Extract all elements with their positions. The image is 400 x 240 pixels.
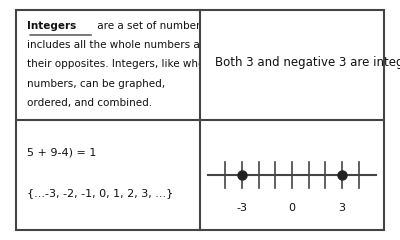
Text: Integers: Integers <box>27 21 76 31</box>
Text: Both 3 and negative 3 are integers.: Both 3 and negative 3 are integers. <box>215 56 400 69</box>
Text: their opposites. Integers, like whole: their opposites. Integers, like whole <box>27 59 214 69</box>
Text: 5 + 9-4) = 1: 5 + 9-4) = 1 <box>27 148 96 158</box>
Text: -3: -3 <box>236 203 247 213</box>
Text: are a set of numbers that: are a set of numbers that <box>94 21 230 31</box>
Text: 0: 0 <box>288 203 296 213</box>
Text: 3: 3 <box>339 203 346 213</box>
Text: {...-3, -2, -1, 0, 1, 2, 3, ...}: {...-3, -2, -1, 0, 1, 2, 3, ...} <box>27 188 173 198</box>
Text: ordered, and combined.: ordered, and combined. <box>27 98 152 108</box>
Text: numbers, can be graphed,: numbers, can be graphed, <box>27 79 165 89</box>
Text: includes all the whole numbers and: includes all the whole numbers and <box>27 40 213 50</box>
